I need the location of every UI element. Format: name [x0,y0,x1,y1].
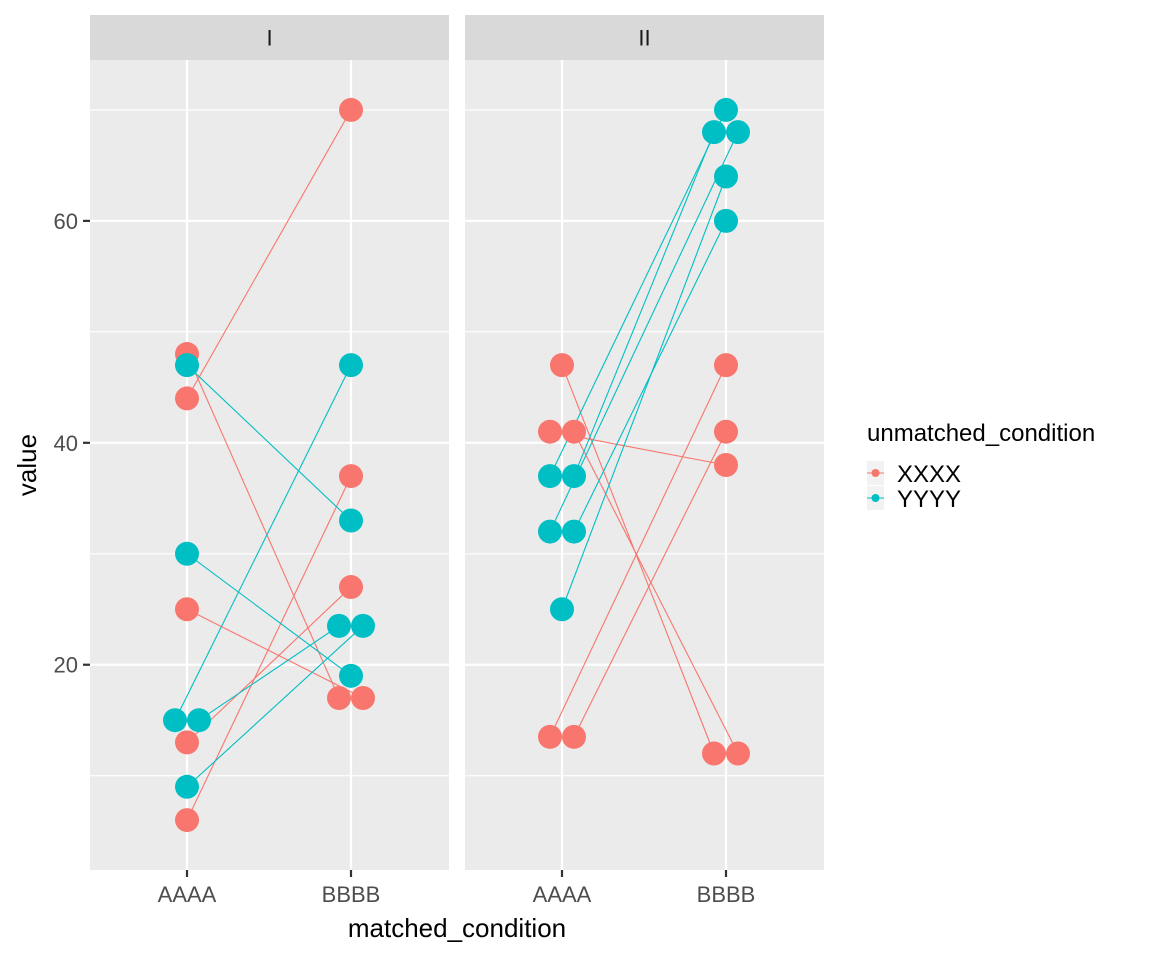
data-point [175,541,199,566]
data-point [351,686,375,711]
data-point [714,164,738,189]
legend-entry-label: XXXX [897,461,961,488]
legend-key-point [871,469,880,477]
pair-line [186,625,364,788]
legend-title: unmatched_condition [867,420,1095,447]
panel-background [465,60,824,870]
data-point [550,353,574,378]
data-point [714,453,738,477]
data-point [351,613,375,638]
data-point [714,97,738,122]
data-point [714,208,738,233]
legend-key-point [871,494,880,502]
pair-line [186,364,352,521]
x-axis: AAAA BBBB AAAA BBBB [158,870,756,907]
data-point [538,519,562,544]
data-point [714,419,738,444]
data-point [175,730,199,755]
data-point [538,464,562,489]
data-point [538,419,562,444]
pair-line [186,553,352,677]
panel-strip-label: II [638,26,650,51]
data-point [562,464,586,489]
data-point [726,120,750,145]
data-point [702,120,726,145]
x-tick-label: AAAA [158,882,217,907]
data-point [175,774,199,799]
y-tick-label: 40 [54,431,78,456]
data-point [327,686,351,711]
data-point [538,724,562,749]
pair-line [186,475,352,821]
pair-line [186,608,364,699]
data-point [339,663,363,688]
pair-line [549,131,739,532]
x-axis-title: matched_condition [348,913,566,943]
pair-line [198,625,340,721]
legend-entry-label: YYYY [897,486,961,513]
x-tick-label: AAAA [533,882,592,907]
data-point [187,708,211,733]
pair-line [174,364,352,721]
pair-line [186,586,352,743]
pair-line [561,176,727,610]
data-point [562,724,586,749]
pair-line [186,353,340,699]
pair-line [561,364,715,754]
data-point [175,808,199,833]
panel-II: II [465,15,824,870]
data-point [175,386,199,411]
data-point [562,519,586,544]
data-point [702,741,726,766]
panel-background [90,60,449,870]
x-tick-label: BBBB [697,882,756,907]
data-point [339,508,363,533]
pair-line [573,431,739,754]
pair-line [549,364,727,738]
data-point [175,597,199,622]
data-point [175,353,199,378]
data-point [714,353,738,378]
data-point [550,597,574,622]
x-tick-label: BBBB [322,882,381,907]
panel-strip-background [90,15,449,60]
pair-line [186,109,352,399]
pair-line [573,431,727,738]
data-point [339,575,363,600]
data-point [339,97,363,122]
data-point [726,741,750,766]
data-point [163,708,187,733]
panel-strip-background [465,15,824,60]
data-point [562,419,586,444]
data-point [339,353,363,378]
panel-strip-label: I [266,26,272,51]
data-point [339,464,363,489]
y-axis: 20 40 60 [54,209,90,678]
y-tick-label: 60 [54,209,78,234]
pair-line [549,109,727,477]
data-point [327,613,351,638]
pair-line [573,131,715,477]
panel-I: I [90,15,449,870]
panels-layer: I II [90,15,824,870]
y-axis-title: value [12,434,42,496]
y-tick-label: 20 [54,653,78,678]
